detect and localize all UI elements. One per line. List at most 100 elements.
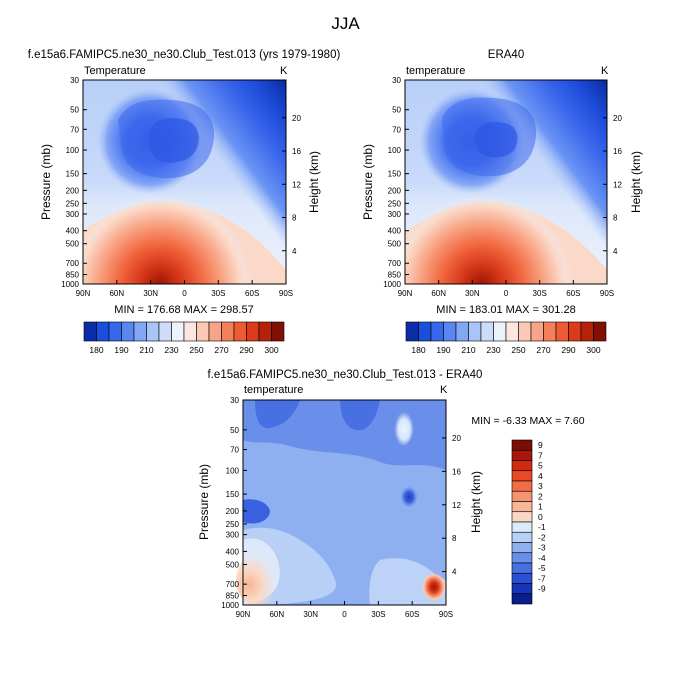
y-tick-label: 70	[230, 446, 239, 455]
colorbar-label: 5	[538, 461, 543, 471]
colorbar-label: 0	[538, 512, 543, 522]
panel-title: ERA40	[488, 49, 524, 61]
x-tick-label: 90S	[279, 289, 293, 298]
colorbar-label: -3	[538, 543, 546, 553]
y2-tick-label: 4	[452, 568, 457, 577]
y-tick-label: 400	[66, 227, 80, 236]
plot-area	[82, 79, 287, 285]
colorbar-label: 270	[214, 345, 228, 355]
axes: 90N 60N 30N 0 30S 60S 90S 30 50 70 100 150 200 250 300…	[383, 76, 622, 298]
stats-text: MIN = -6.33 MAX = 7.60	[471, 415, 584, 427]
units-label: K	[601, 65, 609, 77]
colorbar-swatch	[208, 321, 222, 342]
colorbar-swatch	[511, 542, 533, 554]
x-tick-label: 30S	[211, 289, 225, 298]
colorbar-label: -2	[538, 532, 546, 542]
colorbar-swatch	[455, 321, 469, 342]
colorbar-label: 180	[89, 345, 103, 355]
colorbar-swatch	[511, 470, 533, 482]
colorbar-label: 210	[139, 345, 153, 355]
y-axis-label: Pressure (mb)	[197, 464, 211, 540]
x-tick-label: 30N	[465, 289, 480, 298]
colorbar-swatch	[96, 321, 110, 342]
y-tick-label: 850	[388, 271, 402, 280]
colorbar: 180 190 210 230 250 270 290 300	[83, 321, 285, 355]
colorbar-swatch	[511, 562, 533, 574]
y-tick-label: 400	[226, 547, 240, 556]
colorbar-label: 9	[538, 440, 543, 450]
colorbar-label: 300	[586, 345, 600, 355]
x-tick-label: 60N	[269, 610, 284, 619]
y-tick-label: 30	[392, 76, 401, 85]
axes: 90N 60N 30N 0 30S 60S 90S 30 50 70 100 150 200 250 300…	[221, 396, 461, 619]
y-tick-label: 700	[388, 259, 402, 268]
y2-tick-label: 16	[292, 147, 301, 156]
y2-axis-label: Height (km)	[629, 151, 643, 213]
field-label: temperature	[406, 65, 465, 77]
y2-tick-label: 16	[613, 147, 622, 156]
colorbar-swatch	[511, 490, 533, 502]
y-tick-label: 30	[70, 76, 79, 85]
y-tick-label: 250	[226, 520, 240, 529]
y-tick-label: 50	[392, 106, 401, 115]
y-tick-label: 70	[392, 125, 401, 134]
colorbar-label: 230	[486, 345, 500, 355]
x-tick-label: 30N	[143, 289, 158, 298]
y-tick-label: 700	[226, 580, 240, 589]
colorbar-swatch	[511, 460, 533, 472]
page-title: JJA	[331, 14, 360, 33]
colorbar-swatch	[121, 321, 135, 342]
y2-tick-label: 12	[292, 180, 301, 189]
colorbar-swatch	[511, 449, 533, 461]
y-tick-label: 400	[388, 227, 402, 236]
colorbar-swatch	[543, 321, 557, 342]
colorbar-label: 4	[538, 471, 543, 481]
y-tick-label: 200	[66, 186, 80, 195]
colorbar-swatch	[108, 321, 122, 342]
y-tick-label: 100	[66, 146, 80, 155]
y-tick-label: 500	[388, 240, 402, 249]
y-tick-label: 150	[66, 170, 80, 179]
colorbar-swatch	[233, 321, 247, 342]
colorbar-swatch	[468, 321, 482, 342]
y-tick-label: 700	[66, 259, 80, 268]
colorbar-label: 180	[411, 345, 425, 355]
colorbar-label: 210	[461, 345, 475, 355]
colorbar-swatch	[196, 321, 210, 342]
y-tick-label: 250	[388, 199, 402, 208]
colorbar-label: 3	[538, 481, 543, 491]
y-tick-label: 50	[230, 426, 239, 435]
colorbar-swatch	[258, 321, 272, 342]
y-tick-label: 300	[66, 210, 80, 219]
colorbar-label: 250	[511, 345, 525, 355]
y-tick-label: 100	[388, 146, 402, 155]
x-tick-label: 90N	[398, 289, 413, 298]
colorbar-swatch	[593, 321, 607, 342]
y-tick-label: 1000	[383, 280, 401, 289]
colorbar-swatch	[511, 593, 533, 605]
y-tick-label: 850	[226, 591, 240, 600]
y-axis-label: Pressure (mb)	[39, 144, 53, 220]
colorbar-swatch	[555, 321, 569, 342]
x-tick-label: 30S	[371, 610, 385, 619]
y2-tick-label: 4	[613, 247, 618, 256]
colorbar-label: -5	[538, 563, 546, 573]
x-tick-label: 90S	[600, 289, 614, 298]
colorbar-swatch	[405, 321, 419, 342]
colorbar-swatch	[505, 321, 519, 342]
y2-tick-label: 20	[292, 114, 301, 123]
colorbar-swatch	[443, 321, 457, 342]
colorbar-label: 270	[536, 345, 550, 355]
y-tick-label: 1000	[221, 601, 239, 610]
y-tick-label: 30	[230, 396, 239, 405]
colorbar-swatch	[511, 583, 533, 595]
colorbar-swatch	[511, 552, 533, 564]
y-tick-label: 300	[226, 531, 240, 540]
colorbar-label: 1	[538, 502, 543, 512]
y-axis-label: Pressure (mb)	[361, 144, 375, 220]
x-tick-label: 60S	[405, 610, 419, 619]
colorbar-swatch	[511, 439, 533, 451]
panel-title: f.e15a6.FAMIPC5.ne30_ne30.Club_Test.013 …	[208, 369, 483, 381]
colorbar-swatch	[511, 511, 533, 523]
